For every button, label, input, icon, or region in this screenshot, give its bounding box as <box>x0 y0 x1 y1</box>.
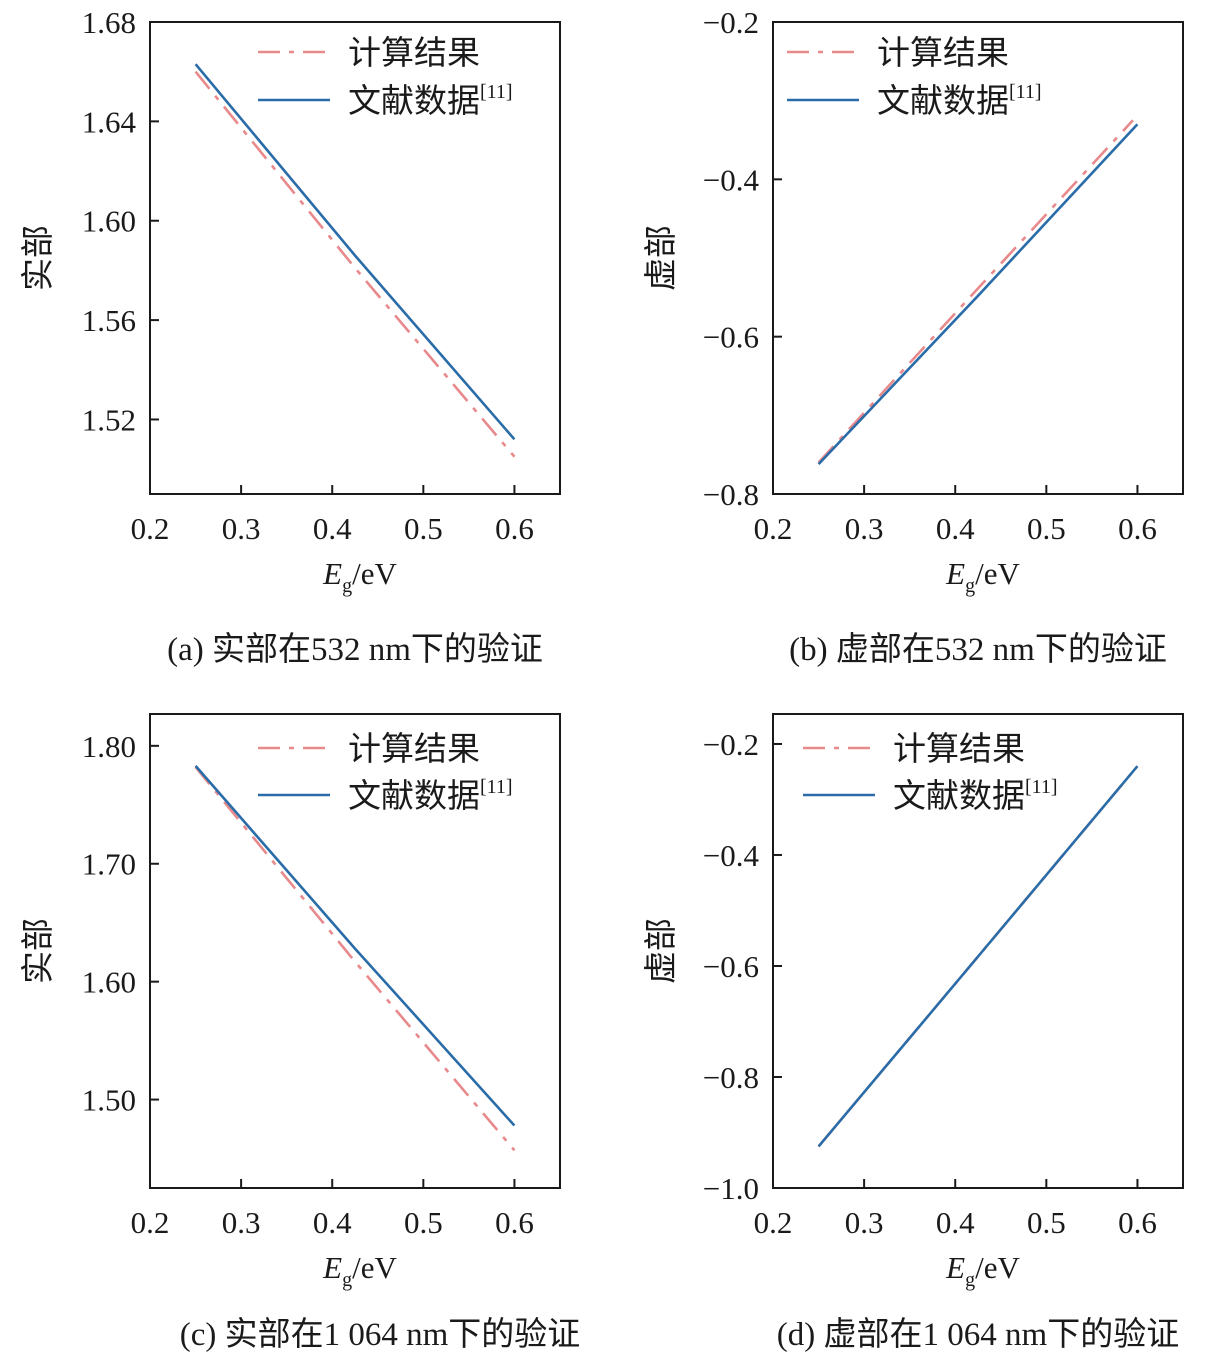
x-axis-label: Eg/eV <box>322 556 397 597</box>
x-axis-label-sub: g <box>342 1269 352 1291</box>
panel-caption: (d) 虚部在1 064 nm下的验证 <box>777 1316 1179 1353</box>
legend-citation: [11] <box>1009 81 1042 103</box>
series-line-calculated <box>817 119 1134 464</box>
series-line-literature <box>194 765 516 1127</box>
y-tick-label: −0.4 <box>703 162 760 197</box>
legend-text: 文献数据 <box>348 81 480 120</box>
x-axis-label-unit: /eV <box>975 556 1020 591</box>
legend-citation: [11] <box>480 81 513 103</box>
series-line-literature <box>817 765 1139 1148</box>
panel-b: 0.2 0.3 0.4 0.5 0.6 −0.8 −0.6 −0.4 −0.2 Eg/eV 虚部 计算… <box>641 5 1184 668</box>
x-tick-label: 0.3 <box>845 511 884 546</box>
x-tick-label: 0.4 <box>936 511 975 546</box>
legend-text: 计算结果 <box>893 729 1025 768</box>
x-axis-label: Eg/eV <box>945 556 1020 597</box>
x-axis-label-sub: g <box>965 1269 975 1291</box>
series-line-literature <box>817 123 1139 465</box>
series-line-literature <box>194 63 516 441</box>
x-tick-label: 0.4 <box>313 1205 352 1240</box>
series-line-calculated <box>194 766 516 1152</box>
series-line-calculated <box>194 70 516 458</box>
plot-frame <box>149 21 561 495</box>
panel-d: 0.2 0.3 0.4 0.5 0.6 −1.0 −0.8 −0.6 −0.4 −0.2 Eg/eV… <box>641 713 1184 1353</box>
y-tick-label: −0.6 <box>703 949 759 984</box>
x-tick-label: 0.4 <box>936 1205 975 1240</box>
x-tick-label: 0.6 <box>1118 1205 1157 1240</box>
y-tick-label: 1.56 <box>82 303 136 338</box>
x-tick-label: 0.4 <box>313 511 352 546</box>
legend-text: 文献数据 <box>893 776 1025 815</box>
x-axis-label-unit: /eV <box>352 556 397 591</box>
y-tick-label: −1.0 <box>703 1171 759 1206</box>
legend-citation: [11] <box>480 776 513 798</box>
x-tick-label: 0.6 <box>1118 511 1157 546</box>
x-tick-label: 0.3 <box>222 1205 261 1240</box>
x-axis-label: Eg/eV <box>945 1250 1020 1291</box>
x-axis-label-main: E <box>945 1250 965 1285</box>
x-tick-label: 0.2 <box>131 511 170 546</box>
x-axis-label-sub: g <box>965 575 975 597</box>
legend-label: 文献数据[11] <box>348 776 513 815</box>
x-tick-label: 0.6 <box>495 1205 534 1240</box>
y-tick-label: 1.52 <box>82 402 136 437</box>
y-tick-label: −0.2 <box>703 5 759 40</box>
legend-label: 计算结果 <box>348 729 480 768</box>
y-tick-label: 1.68 <box>82 5 136 40</box>
y-axis-label: 虚部 <box>641 225 680 291</box>
plot-frame <box>772 21 1184 495</box>
x-tick-label: 0.6 <box>495 511 534 546</box>
x-axis-label-unit: /eV <box>975 1250 1020 1285</box>
x-axis-label-main: E <box>322 556 342 591</box>
panel-caption: (c) 实部在1 064 nm下的验证 <box>180 1316 581 1353</box>
y-tick-label: 1.80 <box>82 729 136 764</box>
legend-label: 文献数据[11] <box>893 776 1058 815</box>
x-axis-label-sub: g <box>342 575 352 597</box>
legend-text: 文献数据 <box>348 776 480 815</box>
x-axis-label-unit: /eV <box>352 1250 397 1285</box>
x-tick-label: 0.2 <box>754 1205 793 1240</box>
panel-a: 0.2 0.3 0.4 0.5 0.6 1.52 1.56 1.60 1.64 1.68 Eg/eV… <box>18 5 561 668</box>
legend-label: 计算结果 <box>877 33 1009 72</box>
x-tick-label: 0.3 <box>222 511 261 546</box>
y-tick-label: 1.60 <box>82 965 136 1000</box>
y-tick-label: 1.60 <box>82 204 136 239</box>
y-tick-label: 1.50 <box>82 1083 136 1118</box>
y-axis-label: 实部 <box>18 918 57 984</box>
legend-text: 计算结果 <box>348 33 480 72</box>
x-axis-label-main: E <box>945 556 965 591</box>
plot-frame <box>772 713 1184 1189</box>
x-tick-label: 0.3 <box>845 1205 884 1240</box>
y-tick-label: −0.6 <box>703 320 759 355</box>
x-axis-label-main: E <box>322 1250 342 1285</box>
y-tick-label: −0.4 <box>703 838 760 873</box>
panel-caption: (a) 实部在532 nm下的验证 <box>167 631 543 668</box>
y-tick-label: 1.64 <box>82 104 137 139</box>
y-axis-label: 虚部 <box>641 918 680 984</box>
legend-text: 计算结果 <box>348 729 480 768</box>
x-tick-label: 0.5 <box>404 1205 443 1240</box>
panel-caption: (b) 虚部在532 nm下的验证 <box>789 631 1167 668</box>
y-axis-label: 实部 <box>18 225 57 291</box>
legend-citation: [11] <box>1025 776 1058 798</box>
x-tick-label: 0.2 <box>754 511 793 546</box>
legend-text: 文献数据 <box>877 81 1009 120</box>
x-tick-label: 0.5 <box>404 511 443 546</box>
legend-label: 计算结果 <box>348 33 480 72</box>
x-tick-label: 0.5 <box>1027 1205 1066 1240</box>
y-tick-label: −0.8 <box>703 477 759 512</box>
plot-frame <box>149 713 561 1189</box>
x-tick-label: 0.2 <box>131 1205 170 1240</box>
x-axis-label: Eg/eV <box>322 1250 397 1291</box>
panel-c: 0.2 0.3 0.4 0.5 0.6 1.50 1.60 1.70 1.80 Eg/eV 实部 计算… <box>18 713 581 1353</box>
y-tick-label: −0.2 <box>703 727 759 762</box>
y-tick-label: 1.70 <box>82 847 136 882</box>
legend-text: 计算结果 <box>877 33 1009 72</box>
x-tick-label: 0.5 <box>1027 511 1066 546</box>
y-tick-label: −0.8 <box>703 1060 759 1095</box>
legend-label: 计算结果 <box>893 729 1025 768</box>
legend-label: 文献数据[11] <box>877 81 1042 120</box>
legend-label: 文献数据[11] <box>348 81 513 120</box>
